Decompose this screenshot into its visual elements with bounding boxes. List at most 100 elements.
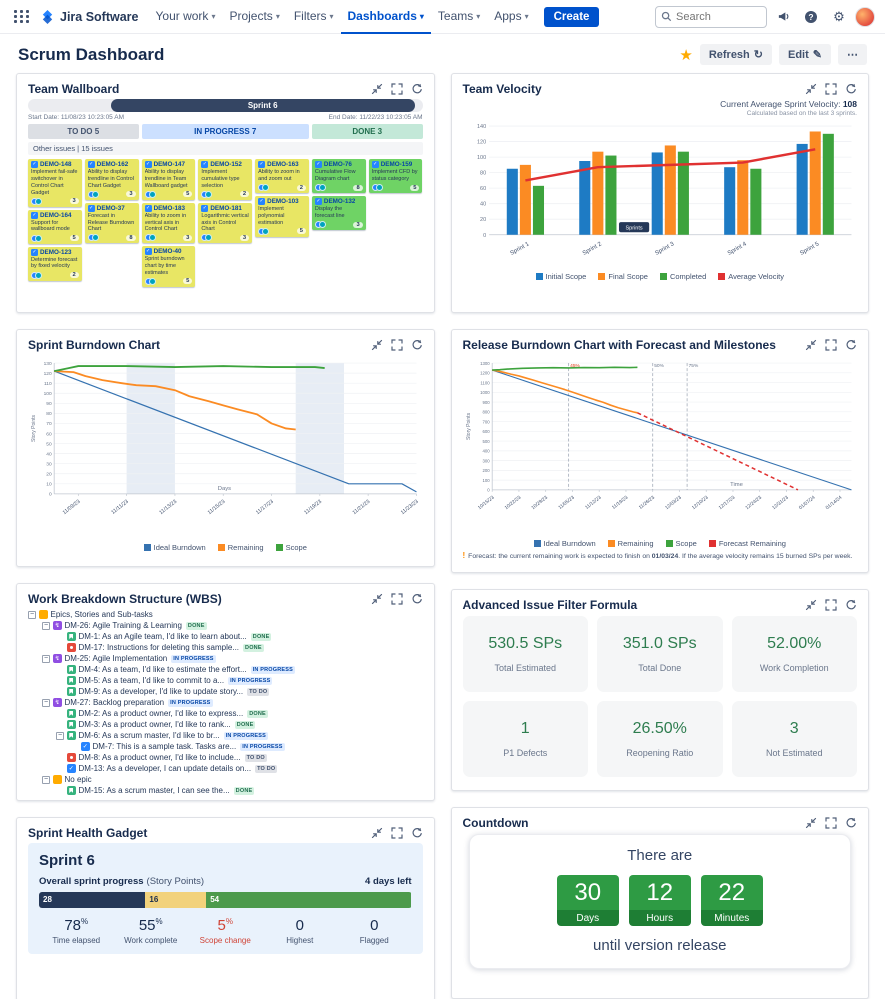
minimize-icon[interactable] <box>371 827 383 839</box>
jira-logo[interactable]: Jira Software <box>38 9 145 24</box>
issue-key-link[interactable]: DEMO-181 <box>210 204 242 212</box>
board-card[interactable]: ✓ DEMO-164 Support for wallboard mode 5 <box>28 209 82 244</box>
svg-text:45%: 45% <box>570 363 580 369</box>
refresh-gadget-icon[interactable] <box>411 827 423 839</box>
other-issues-row[interactable]: Other issues | 15 issues <box>28 142 423 155</box>
board-card[interactable]: ✓ DEMO-37 Forecast in Release Burndown Cha… <box>84 202 139 244</box>
wbs-node[interactable]: DM-5: As a team, I'd like to commit to a… <box>28 675 423 686</box>
wbs-node[interactable]: − DM-6: As a scrum master, I'd like to br… <box>28 730 423 741</box>
fullscreen-icon[interactable] <box>825 817 837 829</box>
fullscreen-icon[interactable] <box>390 593 403 605</box>
fullscreen-icon[interactable] <box>825 339 837 351</box>
wbs-node[interactable]: − ↯ DM-25: Agile Implementation IN PROGRESS <box>28 653 423 664</box>
refresh-gadget-icon[interactable] <box>411 593 423 605</box>
footnote-date: 01/03/24 <box>651 553 679 561</box>
minimize-icon[interactable] <box>805 339 817 351</box>
minimize-icon[interactable] <box>805 817 817 829</box>
wbs-node[interactable]: − ↯ DM-27: Backlog preparation IN PROGRESS <box>28 697 423 708</box>
fullscreen-icon[interactable] <box>390 83 403 95</box>
wbs-node[interactable]: − No epic <box>28 774 423 785</box>
refresh-gadget-icon[interactable] <box>411 83 423 95</box>
app-switcher-icon[interactable] <box>10 5 34 29</box>
fullscreen-icon[interactable] <box>390 827 403 839</box>
board-card[interactable]: ✓ DEMO-181 Logarithmic vertical axis in Co… <box>198 202 253 244</box>
nav-item-filters[interactable]: Filters ▾ <box>287 0 341 34</box>
search-input[interactable] <box>655 5 767 28</box>
issue-key-link[interactable]: DEMO-147 <box>153 161 186 168</box>
wbs-node[interactable]: DM-3: As a product owner, I'd like to ra… <box>28 719 423 730</box>
minimize-icon[interactable] <box>805 599 817 611</box>
nav-item-dashboards[interactable]: Dashboards ▾ <box>340 0 431 34</box>
wbs-node[interactable]: − Epics, Stories and Sub-tasks <box>28 609 423 620</box>
wbs-node[interactable]: DM-2: As a product owner, I'd like to ex… <box>28 708 423 719</box>
fullscreen-icon[interactable] <box>825 83 837 95</box>
board-card[interactable]: ✓ DEMO-159 Implement CFD by status categor… <box>368 159 423 193</box>
refresh-gadget-icon[interactable] <box>845 339 857 351</box>
wbs-node[interactable]: DM-9: As a developer, I'd like to update… <box>28 686 423 697</box>
settings-gear-icon[interactable]: ⚙ <box>833 8 845 24</box>
minimize-icon[interactable] <box>371 83 383 95</box>
wbs-node[interactable]: DM-15: As a scrum master, I can see the.… <box>28 785 423 796</box>
issue-key-link[interactable]: DEMO-152 <box>210 161 242 168</box>
fullscreen-icon[interactable] <box>390 339 403 351</box>
nav-item-teams[interactable]: Teams ▾ <box>431 0 487 34</box>
issue-key-link[interactable]: DEMO-162 <box>96 161 129 168</box>
board-card[interactable]: ✓ DEMO-147 Ability to display trendline in… <box>141 159 196 200</box>
help-icon[interactable]: ? <box>799 5 823 29</box>
issue-key-link[interactable]: DEMO-37 <box>96 204 125 212</box>
create-button[interactable]: Create <box>543 6 600 27</box>
board-card[interactable]: ✓ DEMO-132 Display the forecast line 3 <box>311 196 366 230</box>
minimize-icon[interactable] <box>371 339 383 351</box>
tree-collapse-icon[interactable]: − <box>28 610 36 619</box>
board-card[interactable]: ✓ DEMO-163 Ability to zoom in and zoom out… <box>255 159 309 193</box>
board-card[interactable]: ✓ DEMO-183 Ability to zoom in vertical axi… <box>141 202 196 244</box>
issue-key-link[interactable]: DEMO-132 <box>323 198 356 205</box>
more-button[interactable]: ⋯ <box>838 44 867 65</box>
board-card[interactable]: ✓ DEMO-76 Cumulative Flow Diagram chart 8 <box>311 159 366 193</box>
board-card[interactable]: ✓ DEMO-162 Ability to display trendline in… <box>84 159 139 200</box>
refresh-gadget-icon[interactable] <box>845 817 857 829</box>
wbs-node[interactable]: DM-8: As a product owner, I'd like to in… <box>28 752 423 763</box>
wbs-node[interactable]: ✓ DM-13: As a developer, I can update det… <box>28 763 423 774</box>
issue-key-link[interactable]: DEMO-40 <box>153 248 182 256</box>
issue-key-link[interactable]: DEMO-148 <box>40 161 72 168</box>
avatar <box>375 184 383 191</box>
refresh-gadget-icon[interactable] <box>845 83 857 95</box>
board-card[interactable]: ✓ DEMO-40 Sprint burndown chart by time es… <box>141 246 196 287</box>
refresh-gadget-icon[interactable] <box>845 599 857 611</box>
user-avatar[interactable] <box>855 6 875 27</box>
board-card[interactable]: ✓ DEMO-123 Determine forecast by fixed vel… <box>28 246 82 281</box>
nav-item-projects[interactable]: Projects ▾ <box>222 0 286 34</box>
wbs-node[interactable]: DM-4: As a team, I'd like to estimate th… <box>28 664 423 675</box>
announcements-icon[interactable] <box>771 5 795 29</box>
issue-key-link[interactable]: DEMO-103 <box>267 198 299 205</box>
board-card[interactable]: ✓ DEMO-148 Implement fail-safe switchover … <box>28 159 82 207</box>
wbs-node[interactable]: DM-17: Instructions for deleting this sa… <box>28 642 423 653</box>
avatar <box>318 184 326 191</box>
nav-item-your-work[interactable]: Your work ▾ <box>149 0 223 34</box>
fullscreen-icon[interactable] <box>825 599 837 611</box>
wbs-node[interactable]: DM-1: As an Agile team, I'd like to lear… <box>28 631 423 642</box>
issue-key-link[interactable]: DEMO-159 <box>380 161 413 168</box>
wbs-node[interactable]: ✓ DM-7: This is a sample task. Tasks are.… <box>28 741 423 752</box>
issue-key-link[interactable]: DEMO-123 <box>40 248 72 256</box>
favorite-star-icon[interactable]: ★ <box>679 46 693 64</box>
tree-collapse-icon[interactable]: − <box>42 698 50 707</box>
tree-collapse-icon[interactable]: − <box>56 731 64 740</box>
wbs-node[interactable]: − ↯ DM-26: Agile Training & Learning DONE <box>28 620 423 631</box>
issue-key-link[interactable]: DEMO-183 <box>153 204 186 212</box>
board-card[interactable]: ✓ DEMO-103 Implement polynomial estimation… <box>255 196 309 237</box>
refresh-button[interactable]: Refresh ↻ <box>699 44 772 65</box>
edit-button[interactable]: Edit ✎ <box>779 44 831 65</box>
tree-collapse-icon[interactable]: − <box>42 775 50 784</box>
tree-collapse-icon[interactable]: − <box>42 621 50 630</box>
issue-key-link[interactable]: DEMO-164 <box>40 211 72 219</box>
tree-collapse-icon[interactable]: − <box>42 654 50 663</box>
minimize-icon[interactable] <box>371 593 383 605</box>
nav-item-apps[interactable]: Apps ▾ <box>487 0 535 34</box>
minimize-icon[interactable] <box>805 83 817 95</box>
issue-key-link[interactable]: DEMO-76 <box>323 161 352 168</box>
board-card[interactable]: ✓ DEMO-152 Implement cumulative type selec… <box>198 159 253 200</box>
refresh-gadget-icon[interactable] <box>411 339 423 351</box>
issue-key-link[interactable]: DEMO-163 <box>267 161 299 168</box>
